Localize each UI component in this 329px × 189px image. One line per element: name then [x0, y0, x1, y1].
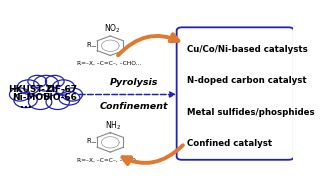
Text: ZIF-67: ZIF-67 [45, 85, 77, 94]
Text: NO$_2$: NO$_2$ [104, 23, 121, 35]
Circle shape [52, 80, 75, 94]
Text: NH$_2$: NH$_2$ [105, 119, 121, 132]
Circle shape [29, 94, 52, 109]
Text: UIO-66: UIO-66 [42, 93, 77, 102]
Circle shape [10, 88, 30, 101]
Text: HKUST-1: HKUST-1 [8, 85, 52, 94]
Circle shape [45, 75, 64, 87]
Circle shape [34, 75, 58, 91]
Text: R=–X, –C=C–, –CHO...: R=–X, –C=C–, –CHO... [77, 157, 141, 163]
Circle shape [46, 94, 69, 109]
Text: N-doped carbon catalyst: N-doped carbon catalyst [187, 77, 307, 85]
Circle shape [59, 91, 80, 105]
Circle shape [62, 88, 83, 101]
Circle shape [17, 80, 39, 94]
Text: Confined catalyst: Confined catalyst [187, 139, 272, 148]
Text: Confinement: Confinement [99, 102, 168, 111]
Text: R: R [87, 138, 91, 144]
Text: Cu/Co/Ni-based catalysts: Cu/Co/Ni-based catalysts [187, 45, 308, 54]
Circle shape [28, 75, 47, 87]
Text: Metal sulfides/phosphides: Metal sulfides/phosphides [187, 108, 315, 117]
Circle shape [14, 93, 37, 108]
Text: R=–X, –C=C–, –CHO...: R=–X, –C=C–, –CHO... [77, 61, 141, 66]
Text: Ni-MOF: Ni-MOF [12, 93, 49, 102]
Text: ...: ... [19, 100, 32, 110]
Text: Pyrolysis: Pyrolysis [110, 78, 158, 87]
Text: R: R [87, 42, 91, 48]
FancyBboxPatch shape [177, 27, 294, 160]
